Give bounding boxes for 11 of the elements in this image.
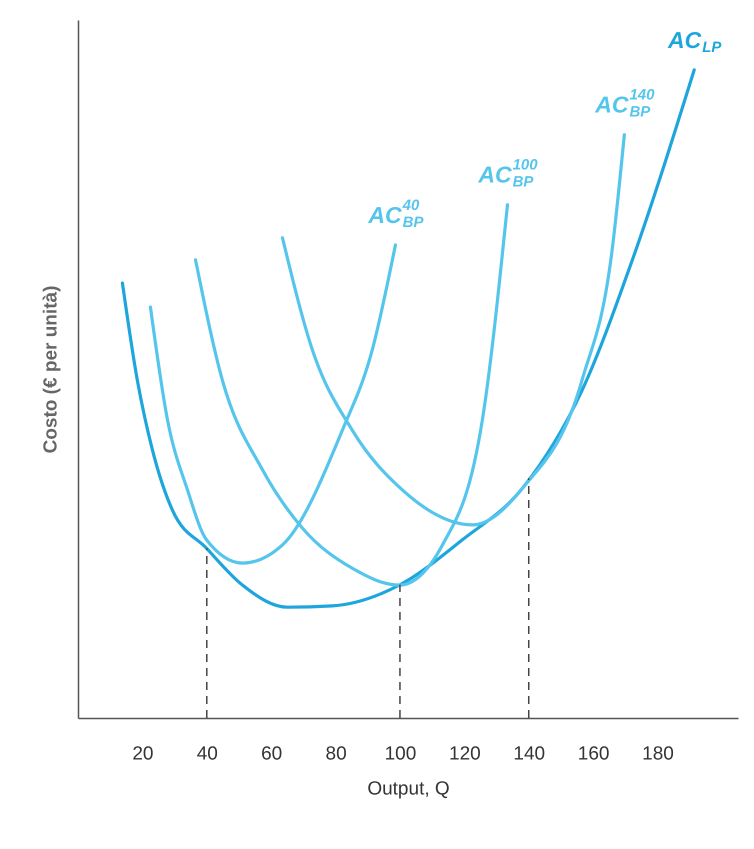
x-tick-label: 40 [196, 744, 218, 764]
x-axis-title: Output, Q [367, 778, 450, 800]
x-tick-label: 160 [578, 744, 610, 764]
x-tick-label: 80 [325, 744, 347, 764]
x-tick-label: 140 [513, 744, 546, 764]
x-tick-label: 60 [261, 744, 282, 764]
x-tick-label: 20 [132, 744, 154, 764]
x-tick-label: 180 [642, 744, 674, 764]
x-tick-label: 100 [384, 744, 416, 764]
y-axis-title: Costo (€ per unità) [40, 286, 62, 454]
x-tick-label: 120 [448, 744, 481, 764]
